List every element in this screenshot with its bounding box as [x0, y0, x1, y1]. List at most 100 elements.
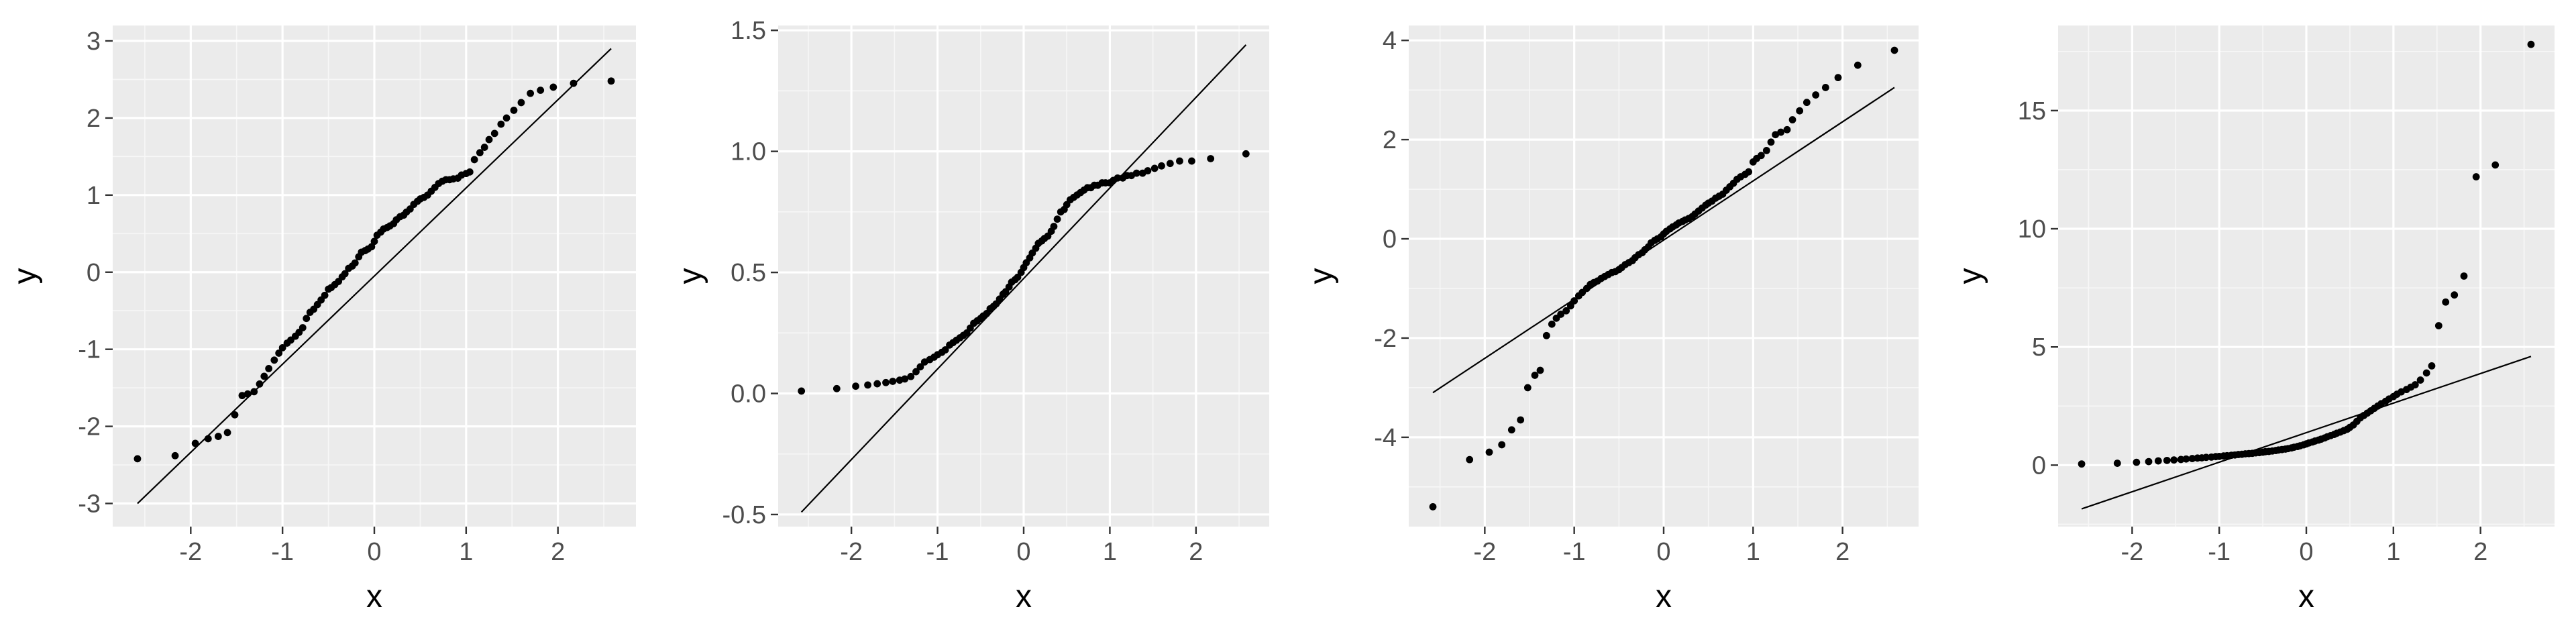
data-point — [214, 433, 222, 440]
data-point — [204, 435, 212, 443]
data-point — [1429, 503, 1437, 511]
data-point — [502, 114, 511, 122]
data-point — [889, 378, 897, 385]
y-tick-label: 4 — [1383, 27, 1397, 55]
data-point — [1762, 146, 1770, 154]
data-point — [1132, 169, 1140, 177]
y-tick-label: -3 — [78, 490, 101, 519]
data-point — [1485, 448, 1493, 456]
data-point — [2145, 458, 2153, 466]
data-point — [231, 411, 239, 419]
data-point — [299, 324, 307, 331]
data-point — [1890, 46, 1898, 54]
data-point — [497, 120, 505, 128]
data-point — [2154, 457, 2162, 465]
data-point — [1557, 311, 1565, 318]
data-point — [2428, 362, 2436, 370]
data-point — [1466, 455, 1474, 464]
qq-reference-line — [137, 48, 612, 504]
data-point — [882, 378, 890, 386]
data-point — [1745, 168, 1753, 176]
x-tick-label: -1 — [1563, 538, 1586, 566]
data-point — [2491, 161, 2500, 169]
data-point — [223, 429, 231, 437]
data-point — [2527, 40, 2535, 48]
y-axis-title: y — [7, 268, 43, 284]
y-tick-label: 0.5 — [731, 259, 766, 287]
x-tick-label: 0 — [367, 538, 381, 566]
x-axis-title: x — [1656, 579, 1672, 614]
y-tick-label: 0 — [1383, 225, 1397, 254]
y-axis-title: y — [673, 268, 708, 284]
data-point — [1176, 157, 1183, 165]
y-tick-label: -2 — [1374, 325, 1397, 353]
data-point — [916, 363, 924, 371]
y-tick-label: 0 — [87, 259, 101, 287]
data-point — [549, 83, 557, 91]
data-point — [2434, 322, 2443, 329]
data-point — [1523, 384, 1532, 392]
data-point — [510, 107, 518, 114]
data-point — [1150, 164, 1159, 172]
data-point — [1498, 441, 1506, 449]
y-tick-label: 0.0 — [731, 380, 766, 409]
data-point — [466, 168, 474, 176]
data-point — [2113, 460, 2121, 467]
data-point — [901, 375, 909, 383]
data-point — [2411, 381, 2419, 388]
data-point — [1114, 174, 1122, 182]
data-point — [1767, 138, 1775, 146]
panel-3: -2 -1 0 1 2 -4 -2 0 2 4 x y — [1303, 25, 1919, 614]
y-tick-label: 3 — [87, 28, 101, 56]
data-point — [1207, 155, 1215, 162]
data-point — [1757, 152, 1765, 160]
data-point — [2078, 460, 2086, 468]
x-tick-label: -2 — [2121, 538, 2143, 566]
data-point — [798, 387, 806, 395]
data-point — [527, 89, 535, 97]
x-tick-label: -2 — [1473, 538, 1496, 566]
data-point — [368, 243, 376, 251]
x-axis-title: x — [1016, 579, 1032, 614]
data-point — [351, 259, 359, 267]
data-point — [275, 350, 283, 357]
data-point — [1821, 84, 1829, 91]
x-tick-label: 1 — [1746, 538, 1760, 566]
data-point — [1158, 162, 1165, 170]
x-tick-label: -1 — [271, 538, 294, 566]
data-point — [485, 136, 493, 144]
data-point — [2472, 173, 2480, 180]
y-axis-title: y — [1303, 268, 1339, 284]
x-axis-title: x — [366, 579, 382, 614]
data-point — [370, 237, 378, 246]
data-point — [2202, 453, 2210, 462]
y-tick-label: -0.5 — [722, 501, 766, 529]
x-tick-label: 2 — [1189, 538, 1203, 566]
y-tick-label: 10 — [2018, 215, 2046, 244]
data-point — [907, 372, 915, 380]
y-tick-label: 2 — [87, 105, 101, 133]
y-axis-title: y — [1953, 268, 1988, 284]
data-point — [833, 384, 841, 392]
data-point — [607, 77, 615, 85]
qq-reference-line — [800, 44, 1247, 513]
data-point — [133, 455, 142, 463]
data-point — [244, 390, 252, 398]
data-point — [1562, 307, 1570, 315]
data-point — [1796, 107, 1804, 115]
x-tick-label: 1 — [2386, 538, 2400, 566]
data-point — [1517, 416, 1525, 424]
y-tick-label: 1.5 — [731, 17, 766, 45]
data-point — [270, 356, 278, 364]
data-point — [2188, 455, 2196, 462]
data-point — [238, 392, 246, 400]
data-point — [2177, 455, 2185, 464]
data-point — [490, 129, 498, 138]
data-point — [1854, 61, 1862, 69]
data-point — [1777, 128, 1785, 136]
data-point — [1812, 91, 1820, 99]
y-tick-label: 1.0 — [731, 138, 766, 166]
qq-reference-line — [2081, 356, 2532, 510]
y-tick-label: 15 — [2018, 97, 2046, 125]
data-point — [303, 315, 311, 323]
